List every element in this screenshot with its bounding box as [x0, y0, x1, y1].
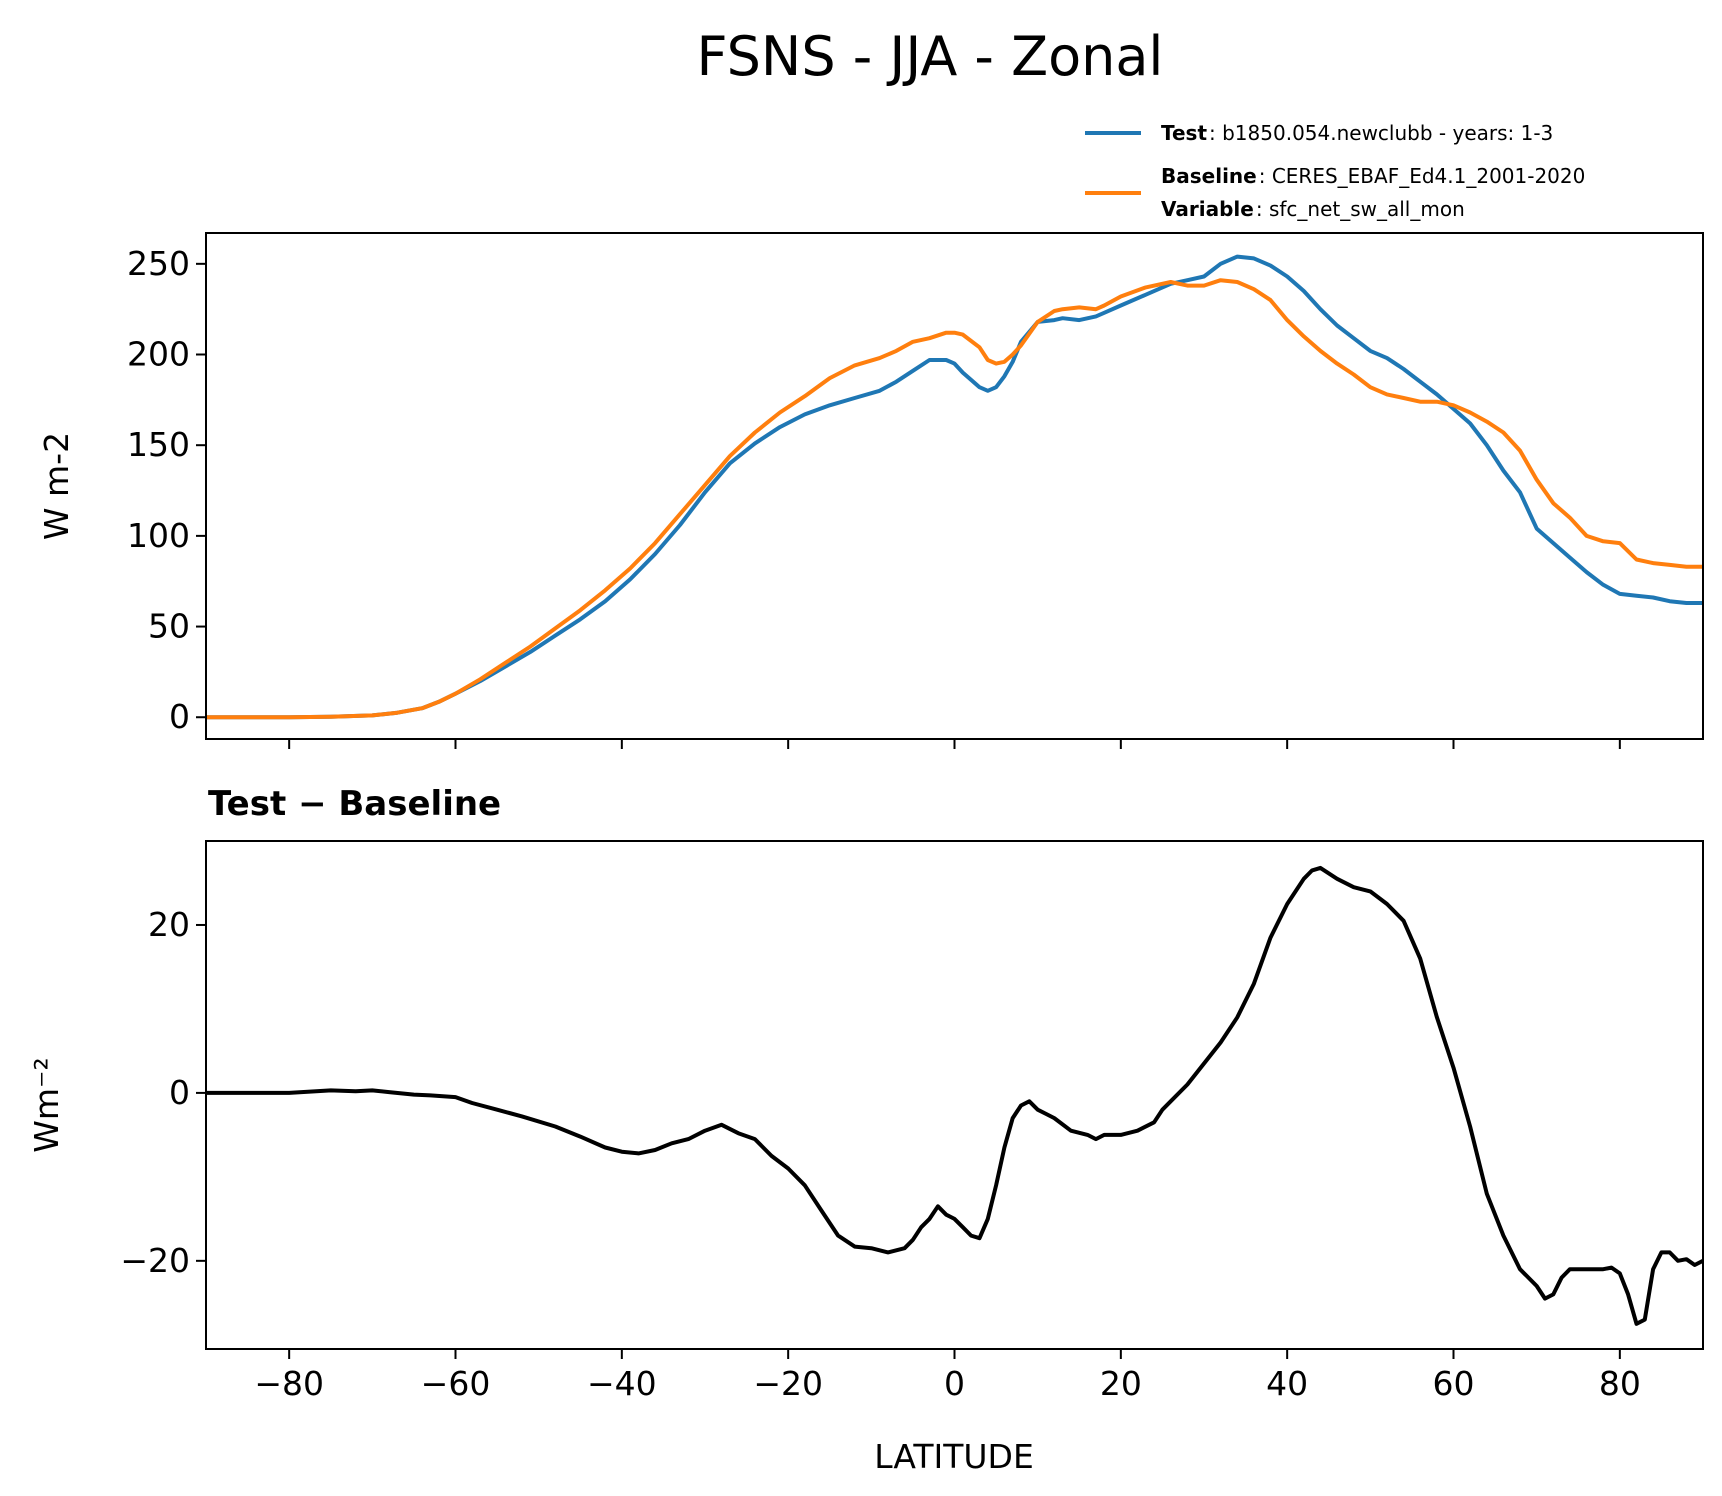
top-x-ticks — [288, 739, 1621, 749]
bot-x-tick-label: 60 — [1433, 1364, 1475, 1403]
legend-variable-value: : sfc_net_sw_all_mon — [1256, 197, 1465, 221]
top-series-layer — [206, 254, 1703, 720]
bot-y-tick-label: −20 — [120, 1241, 190, 1280]
bot-x-tick-label: 40 — [1266, 1364, 1308, 1403]
bot-x-tick-label: 0 — [944, 1364, 965, 1403]
bot-x-tick-label: −80 — [254, 1364, 324, 1403]
top-y-tick-label: 100 — [127, 516, 190, 555]
top-series-line-test — [206, 254, 1703, 720]
bot-x-tick-label: −40 — [587, 1364, 657, 1403]
bottom-axes: Test − Baseline −20 0 20 −80 −60 −40 −20 0 20 40… — [27, 784, 1704, 1476]
bot-y-tick-label: 0 — [169, 1073, 190, 1112]
top-y-tick-label: 200 — [127, 335, 190, 374]
bottom-y-axis-label: Wm⁻² — [27, 1057, 66, 1152]
figure-title: FSNS - JJA - Zonal — [697, 25, 1164, 88]
bottom-axes-title: Test − Baseline — [208, 784, 501, 824]
legend-baseline-entry: Baseline: CERES_EBAF_Ed4.1_2001-2020 — [1161, 164, 1585, 188]
legend: Test: b1850.054.newclubb - years: 1-3 Ba… — [1085, 121, 1585, 221]
top-y-ticks: 0 50 100 150 200 250 — [127, 244, 206, 736]
bottom-x-ticks: −80 −60 −40 −20 0 20 40 60 80 — [254, 1349, 1641, 1403]
top-series-line-baseline — [206, 278, 1703, 720]
legend-test-key: Test — [1161, 121, 1207, 145]
top-y-tick-label: 250 — [127, 244, 190, 283]
top-y-tick-label: 150 — [127, 425, 190, 464]
top-y-tick-label: 50 — [148, 607, 190, 646]
x-axis-label: LATITUDE — [874, 1437, 1034, 1476]
top-y-tick-label: 0 — [169, 697, 190, 736]
bot-x-tick-label: −60 — [421, 1364, 491, 1403]
bot-y-tick-label: 20 — [148, 905, 190, 944]
legend-test-value: : b1850.054.newclubb - years: 1-3 — [1209, 121, 1553, 145]
bot-x-tick-label: −20 — [753, 1364, 823, 1403]
top-y-axis-label: W m-2 — [37, 432, 76, 540]
bottom-y-ticks: −20 0 20 — [120, 905, 206, 1280]
legend-test-entry: Test: b1850.054.newclubb - years: 1-3 — [1161, 121, 1553, 145]
bot-x-tick-label: 80 — [1599, 1364, 1641, 1403]
top-axes: 0 50 100 150 200 250 W m-2 — [37, 232, 1704, 749]
legend-baseline-value: : CERES_EBAF_Ed4.1_2001-2020 — [1259, 164, 1586, 188]
bottom-series-layer — [206, 865, 1703, 1326]
bot-x-tick-label: 20 — [1100, 1364, 1142, 1403]
legend-variable-entry: Variable: sfc_net_sw_all_mon — [1161, 197, 1465, 221]
bot-series-line-test-baseline — [206, 865, 1703, 1326]
legend-baseline-key: Baseline — [1161, 164, 1257, 188]
legend-variable-key: Variable — [1161, 197, 1254, 221]
